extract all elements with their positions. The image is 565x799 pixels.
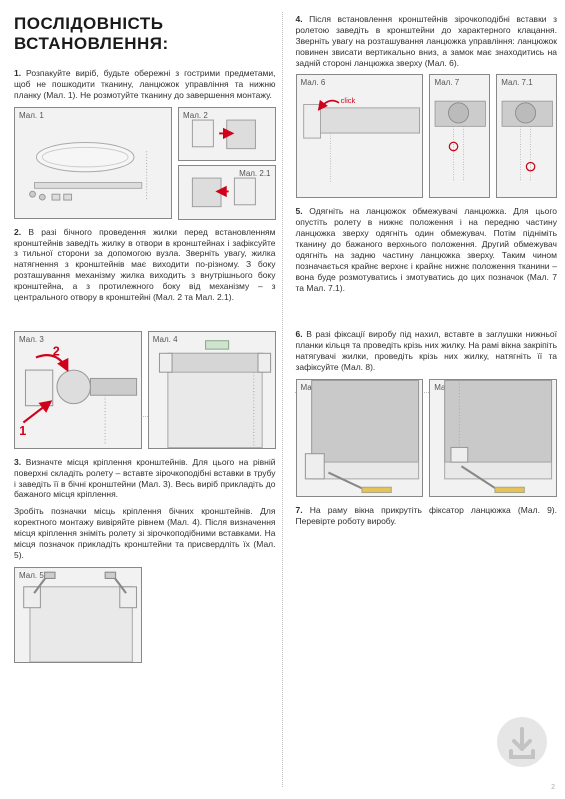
figure-row-2: Мал. 3 2 1 Мал. 4 [14, 331, 276, 449]
figure-7-1: Мал. 7.1 [496, 74, 557, 198]
figure-5-svg [15, 568, 141, 662]
figure-2-1-area [179, 166, 275, 219]
figure-6-svg: click [297, 75, 423, 197]
figure-4: Мал. 4 [148, 331, 276, 449]
figure-row-5: Мал. 8 Мал. 9 [296, 379, 558, 497]
figure-row-4: Мал. 6 click Мал. 7 [296, 74, 558, 198]
step-text-6: В разі фіксації виробу під нахил, вставт… [296, 329, 558, 372]
paragraph-7: 7. На раму вікна прикрутіть фіксатор лан… [296, 505, 558, 527]
paragraph-3b: Зробіть позначки місць кріплення бічних … [14, 506, 276, 560]
step-text-5: Одягніть на ланцюжок обмежувачі ланцюжка… [296, 206, 558, 292]
step-text-1: Розпакуйте виріб, будьте обережні з гост… [14, 68, 276, 100]
figure-1: Мал. 1 [14, 107, 172, 219]
step-text-3a: Визначте місця кріплення кронштейнів. Дл… [14, 457, 276, 500]
paragraph-5: 5. Одягніть на ланцюжок обмежувачі ланцю… [296, 206, 558, 293]
figure-7: Мал. 7 [429, 74, 490, 198]
figure-5: Мал. 5 [14, 567, 142, 663]
figure-2-svg [179, 108, 275, 161]
left-column: ПОСЛІДОВНІСТЬ ВСТАНОВЛЕННЯ: 1. Розпакуйт… [14, 14, 276, 791]
figure-3: Мал. 3 2 1 [14, 331, 142, 449]
paragraph-4: 4. Після встановлення кронштейнів зірочк… [296, 14, 558, 68]
step-text-7: На раму вікна прикрутіть фіксатор ланцюж… [296, 505, 558, 526]
figure-7-1-svg [497, 75, 556, 197]
spacer-left-1 [14, 309, 276, 331]
spacer-right-1 [296, 299, 558, 329]
figure-1-area [15, 108, 171, 218]
figure-row-1: Мал. 1 Мал. 2 [14, 107, 276, 219]
svg-text:2: 2 [53, 344, 60, 358]
figure-7-svg [430, 75, 489, 197]
figure-9-area [430, 380, 556, 496]
figure-9-svg [430, 380, 556, 496]
figure-2-stack: Мал. 2 Мал. 2.1 [178, 107, 276, 219]
vertical-divider [282, 12, 283, 787]
figure-3-area: 2 1 [15, 332, 141, 448]
paragraph-1: 1. Розпакуйте виріб, будьте обережні з г… [14, 68, 276, 101]
figure-6-area: click [297, 75, 423, 197]
step-text-4: Після встановлення кронштейнів зірочкопо… [296, 14, 558, 68]
figure-7-1-area [497, 75, 556, 197]
page-number: 2 [551, 784, 555, 791]
figure-9: Мал. 9 [429, 379, 557, 497]
figure-6: Мал. 6 click [296, 74, 424, 198]
step-number-5: 5. [296, 206, 303, 216]
right-column: 4. Після встановлення кронштейнів зірочк… [296, 14, 558, 791]
figure-row-3: Мал. 5 [14, 567, 276, 663]
figure-7-area [430, 75, 489, 197]
step-number-4: 4. [296, 14, 303, 24]
figure-5-area [15, 568, 141, 662]
figure-4-svg [149, 332, 275, 448]
step-number-6: 6. [296, 329, 303, 339]
figure-1-svg [15, 108, 171, 218]
figure-8-area [297, 380, 423, 496]
page: ПОСЛІДОВНІСТЬ ВСТАНОВЛЕННЯ: 1. Розпакуйт… [0, 0, 565, 799]
figure-2: Мал. 2 [178, 107, 276, 162]
figure-8: Мал. 8 [296, 379, 424, 497]
step-text-2: В разі бічного проведення жилки перед вс… [14, 227, 276, 302]
figure-4-area [149, 332, 275, 448]
step-number-7: 7. [296, 505, 303, 515]
watermark-icon [495, 715, 549, 769]
figure-2-area [179, 108, 275, 161]
click-label: click [340, 96, 355, 105]
figure-3-svg: 2 1 [15, 332, 141, 448]
svg-text:1: 1 [19, 424, 26, 438]
paragraph-6: 6. В разі фіксації виробу під нахил, вст… [296, 329, 558, 373]
paragraph-2: 2. В разі бічного проведення жилки перед… [14, 227, 276, 303]
paragraph-3a: 3. Визначте місця кріплення кронштейнів.… [14, 457, 276, 501]
figure-2-1: Мал. 2.1 [178, 165, 276, 220]
figure-8-svg [297, 380, 423, 496]
page-title: ПОСЛІДОВНІСТЬ ВСТАНОВЛЕННЯ: [14, 14, 276, 54]
figure-2-1-svg [179, 166, 275, 219]
